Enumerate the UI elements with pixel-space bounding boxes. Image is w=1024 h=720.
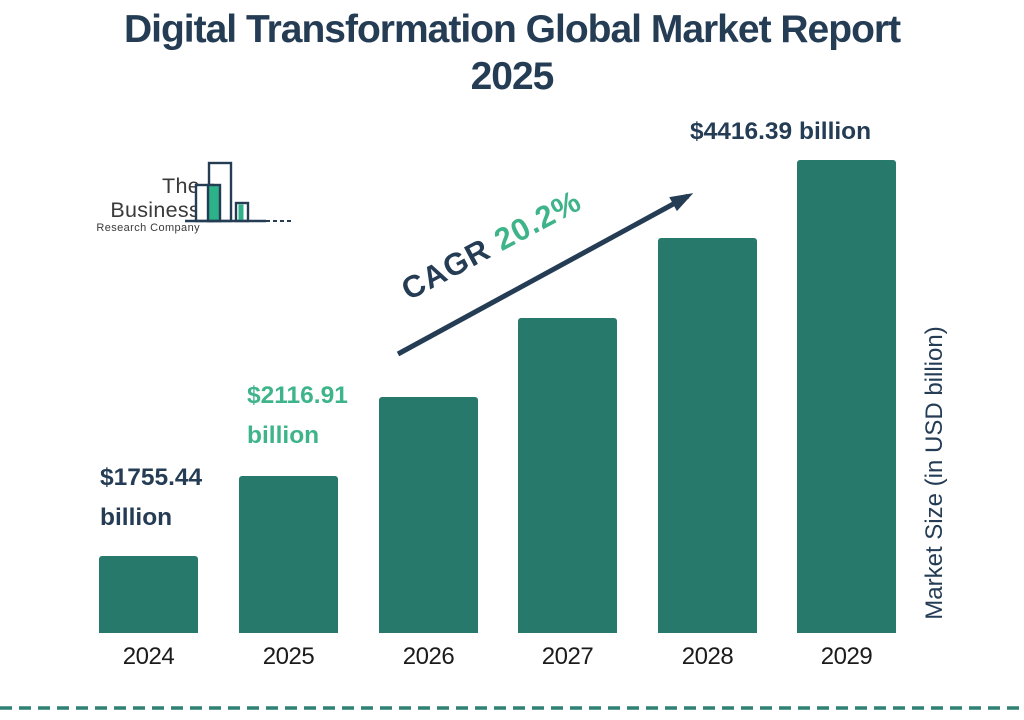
value-label-2024: $1755.44 billion [100, 458, 202, 538]
chart-title-line2: 2025 [470, 55, 555, 98]
x-axis-label-2026: 2026 [402, 643, 455, 670]
x-axis-label-2025: 2025 [262, 643, 315, 670]
company-logo: The Business Research Company [55, 148, 300, 234]
cagr-label: CAGR [395, 231, 497, 308]
bar-2027 [518, 318, 617, 633]
bottom-dashed-line [0, 706, 1024, 710]
x-axis-label-2024: 2024 [122, 643, 175, 670]
chart-title-line1: Digital Transformation Global Market Rep… [123, 8, 901, 51]
cagr-annotation: CAGR20.2% [396, 183, 588, 308]
value-label-2025: $2116.91 billion [247, 376, 348, 456]
x-axis-label-2027: 2027 [541, 643, 594, 670]
company-logo-text: The Business Research Company [75, 174, 200, 235]
chart-title: Digital Transformation Global Market Rep… [0, 6, 1024, 100]
company-name: The Business [110, 174, 200, 222]
bar-2024 [99, 556, 198, 633]
value-label-2024-unit: billion [100, 504, 173, 531]
y-axis-label: Market Size (in USD billion) [921, 326, 948, 620]
bar-2029 [797, 160, 896, 633]
value-label-2024-amount: $1755.44 [100, 464, 203, 491]
value-label-2025-unit: billion [247, 422, 320, 449]
cagr-value: 20.2% [488, 183, 587, 258]
value-label-2025-amount: $2116.91 [247, 382, 348, 409]
bar-2028 [658, 238, 757, 633]
value-label-2029: $4416.39 billion [690, 118, 872, 145]
bar-2025 [239, 476, 338, 633]
x-axis-label-2028: 2028 [681, 643, 734, 670]
x-axis-label-2029: 2029 [820, 643, 873, 670]
bar-chart-icon [185, 161, 292, 223]
company-subtitle: Research Company [96, 222, 200, 234]
bar-2026 [379, 397, 478, 633]
